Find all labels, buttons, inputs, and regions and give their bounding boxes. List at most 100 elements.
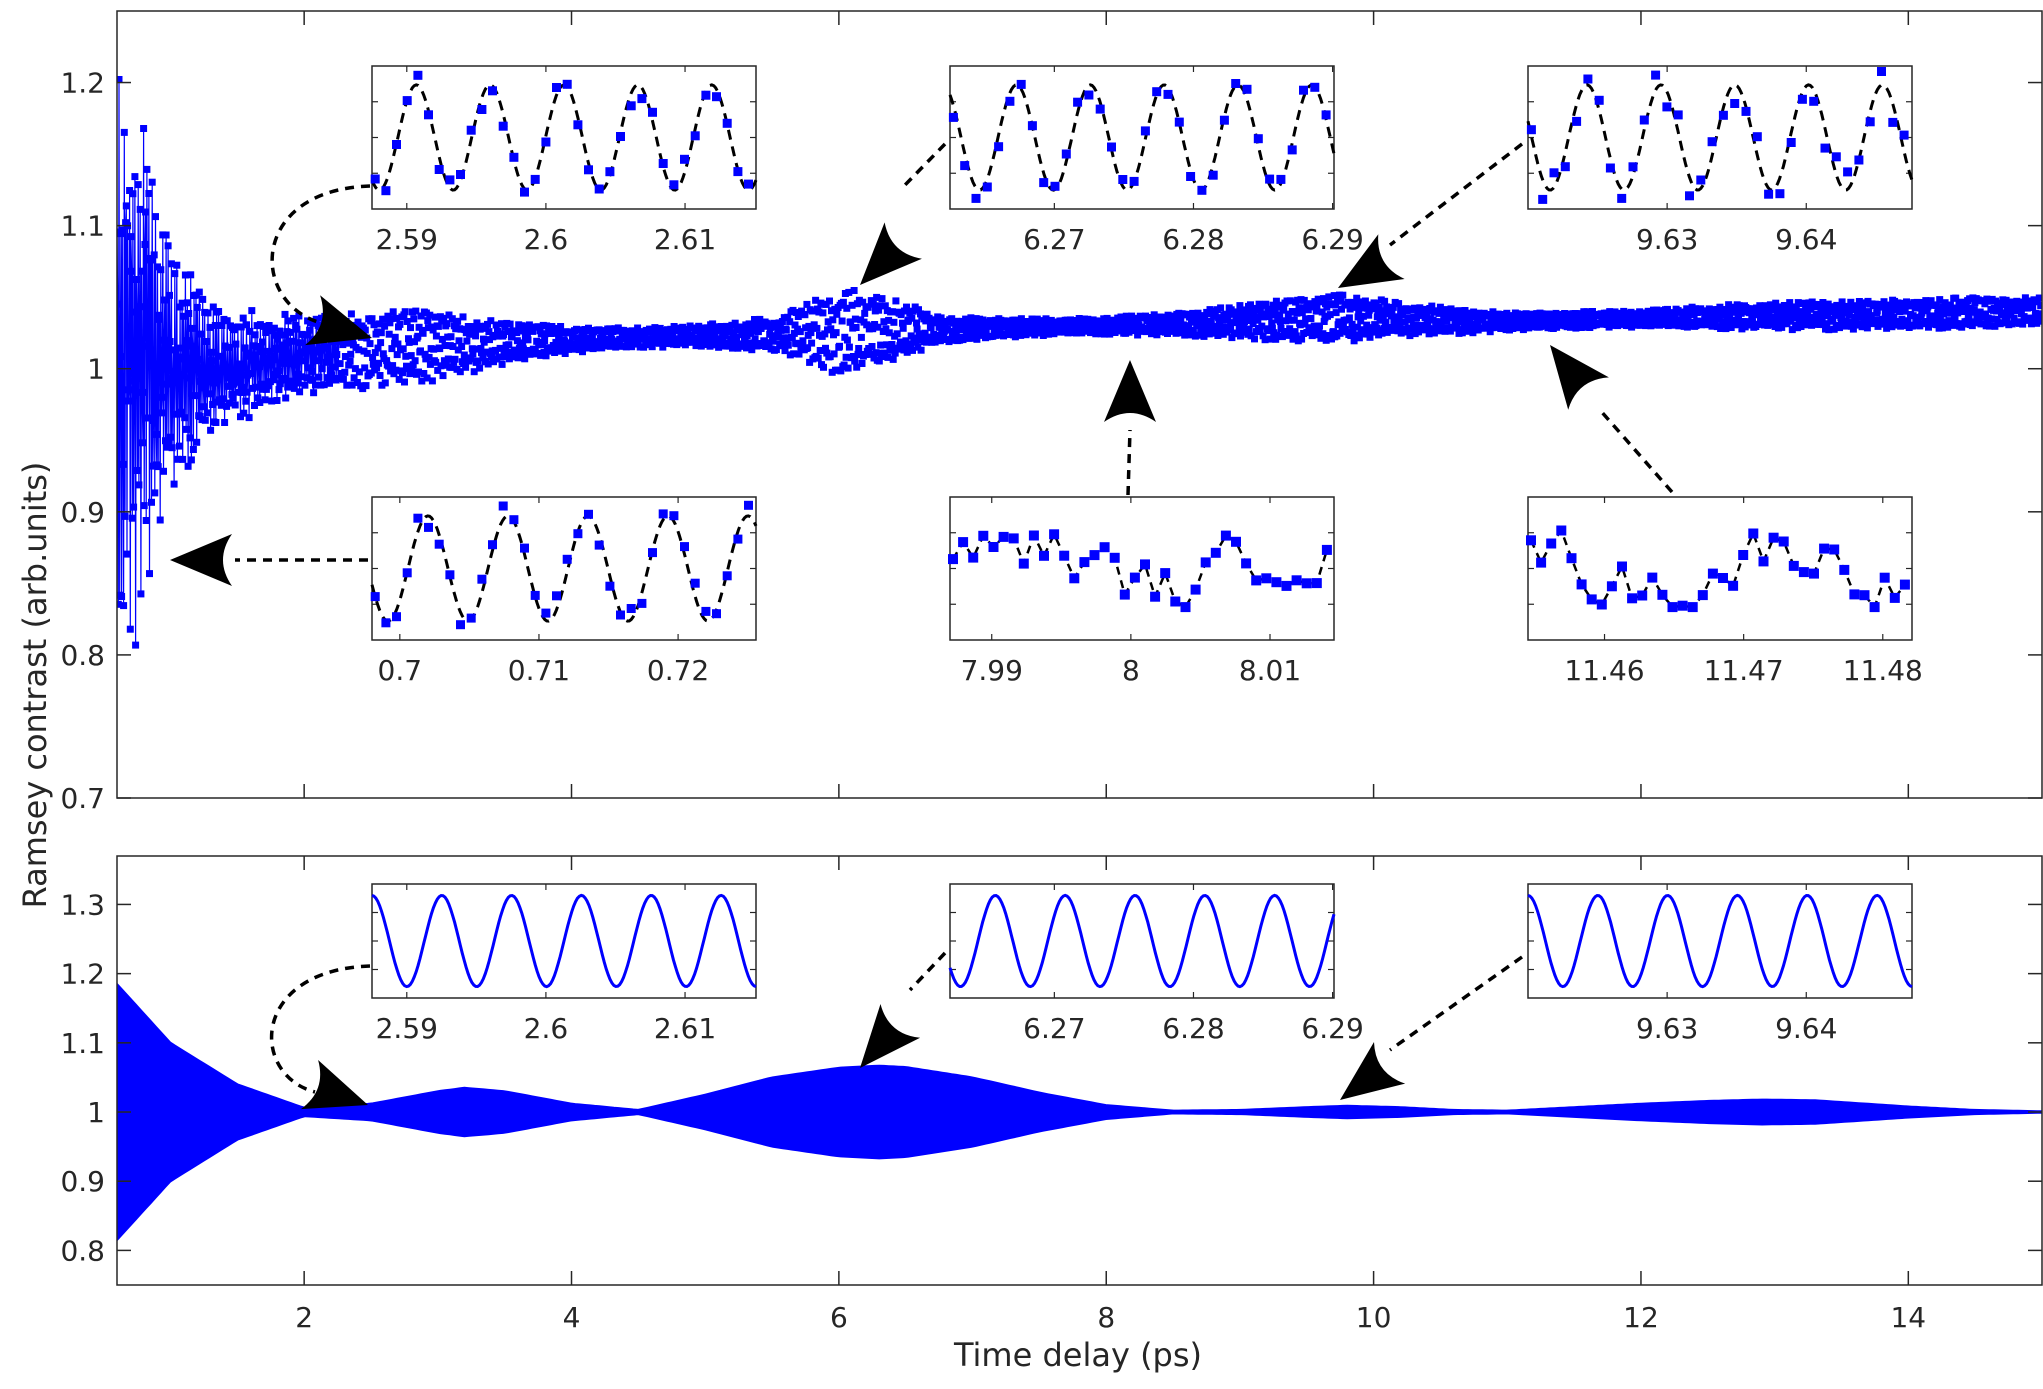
inset-data-point xyxy=(648,107,657,117)
data-point xyxy=(1357,317,1365,325)
data-point xyxy=(276,327,284,335)
data-point xyxy=(411,338,418,346)
data-point xyxy=(211,379,219,387)
top-data-series xyxy=(117,76,2042,649)
inset-data-point xyxy=(1160,568,1171,579)
data-point xyxy=(519,339,527,347)
inset-frame xyxy=(1527,496,1913,641)
data-point xyxy=(1779,309,1787,317)
data-point xyxy=(327,366,335,374)
arrow-inset-a xyxy=(270,184,372,346)
data-point xyxy=(912,338,920,346)
data-point xyxy=(2010,314,2018,322)
data-point xyxy=(1237,332,1244,340)
data-point xyxy=(1754,310,1762,318)
inset-data-point xyxy=(1018,558,1029,569)
data-point xyxy=(1862,313,1870,321)
data-point xyxy=(948,332,956,340)
data-point xyxy=(1149,317,1157,325)
inset-data-point xyxy=(370,592,380,602)
inset-data-point xyxy=(1889,592,1900,603)
data-point xyxy=(1038,324,1046,332)
data-point xyxy=(782,326,790,334)
data-point xyxy=(131,173,139,181)
inset-data-point xyxy=(520,543,529,553)
data-point xyxy=(1469,329,1477,337)
data-point xyxy=(476,364,484,372)
data-point xyxy=(709,320,717,328)
data-point xyxy=(1100,330,1108,338)
data-point xyxy=(404,365,412,373)
data-point xyxy=(1711,319,1719,326)
data-point xyxy=(1351,303,1359,311)
data-point xyxy=(934,332,942,339)
data-point xyxy=(1293,309,1301,317)
data-point xyxy=(1474,318,1482,326)
data-point xyxy=(1301,320,1309,328)
data-point xyxy=(425,353,433,361)
data-point xyxy=(1836,324,1843,332)
data-point xyxy=(254,343,262,350)
inset-data-point xyxy=(1118,175,1128,184)
inset-data-point xyxy=(1180,602,1191,613)
bottom-ytick-label: 1 xyxy=(87,1096,105,1129)
data-point xyxy=(1948,304,1956,312)
data-point xyxy=(547,330,555,337)
data-point xyxy=(187,271,195,279)
data-point xyxy=(272,331,280,339)
data-point xyxy=(366,340,374,348)
data-point xyxy=(813,324,821,332)
data-point xyxy=(1323,303,1331,311)
bottom-xtick-label: 8 xyxy=(1097,1301,1115,1334)
data-point xyxy=(485,328,493,336)
data-point xyxy=(963,327,971,335)
inset-data-point xyxy=(1594,95,1604,105)
data-point xyxy=(292,375,300,383)
data-point xyxy=(1298,335,1306,343)
data-point xyxy=(1172,315,1179,322)
inset-data-point xyxy=(1687,602,1698,613)
data-point xyxy=(970,319,978,327)
data-point xyxy=(137,590,145,598)
data-point xyxy=(858,360,866,367)
data-point xyxy=(850,287,858,294)
inset-data-point xyxy=(1859,590,1870,601)
data-point xyxy=(1724,318,1732,326)
inset-data-point xyxy=(1778,536,1789,547)
data-point xyxy=(936,321,944,329)
data-point xyxy=(1277,325,1285,332)
data-point xyxy=(1792,306,1800,314)
inset-data-point xyxy=(1617,561,1627,572)
data-point xyxy=(541,337,549,344)
data-point xyxy=(1852,302,1860,310)
data-point xyxy=(298,373,306,381)
data-point xyxy=(1914,317,1922,325)
data-point xyxy=(751,335,759,343)
bottom-xtick-label: 4 xyxy=(563,1301,581,1334)
data-point xyxy=(1319,330,1327,338)
inset-data-point xyxy=(552,83,561,92)
data-point xyxy=(2002,296,2010,304)
inset-data-point xyxy=(1606,581,1617,592)
data-point xyxy=(438,335,446,343)
data-point xyxy=(1583,308,1591,316)
inset-data-point xyxy=(680,542,689,552)
data-point xyxy=(1339,291,1347,299)
data-point xyxy=(341,368,349,376)
data-point xyxy=(529,327,537,335)
data-point xyxy=(848,301,856,309)
data-point xyxy=(240,409,248,417)
data-point xyxy=(399,345,407,353)
data-point xyxy=(443,320,451,328)
inset-data-point xyxy=(637,94,647,104)
arrow-inset-d xyxy=(170,534,368,586)
data-point xyxy=(252,383,260,391)
inset-data-point xyxy=(1820,143,1830,153)
top-ytick-label: 1.2 xyxy=(60,67,105,100)
data-point xyxy=(282,339,290,347)
data-point xyxy=(273,397,281,404)
data-point xyxy=(1947,317,1955,325)
inset-data-point xyxy=(744,500,753,510)
inset-frame xyxy=(949,496,1335,641)
data-point xyxy=(876,302,884,310)
